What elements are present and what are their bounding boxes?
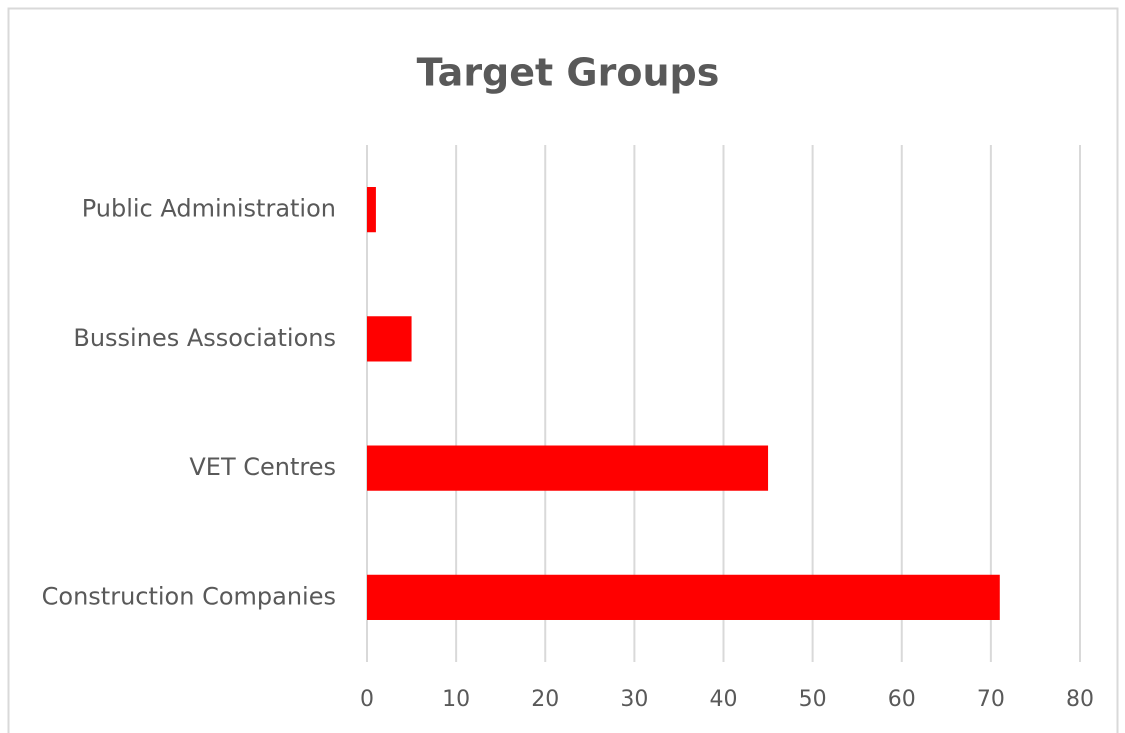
bar [367,574,1000,620]
y-tick-label: Construction Companies [42,582,336,610]
y-tick-label: Public Administration [82,195,336,223]
bar [367,445,769,491]
x-tick-label: 40 [710,687,738,712]
chart-frame [7,7,1119,733]
x-tick-label: 70 [977,687,1005,712]
x-tick-label: 0 [360,687,374,712]
x-tick-label: 10 [442,687,470,712]
x-tick-label: 60 [888,687,916,712]
x-tick-label: 80 [1066,687,1094,712]
y-tick-label: VET Centres [189,453,336,481]
y-tick-label: Bussines Associations [73,324,336,352]
bar [367,316,412,362]
x-tick-label: 50 [799,687,827,712]
x-tick-label: 30 [620,687,648,712]
x-tick-label: 20 [531,687,559,712]
bar [367,187,376,233]
chart-title: Target Groups [417,51,720,95]
